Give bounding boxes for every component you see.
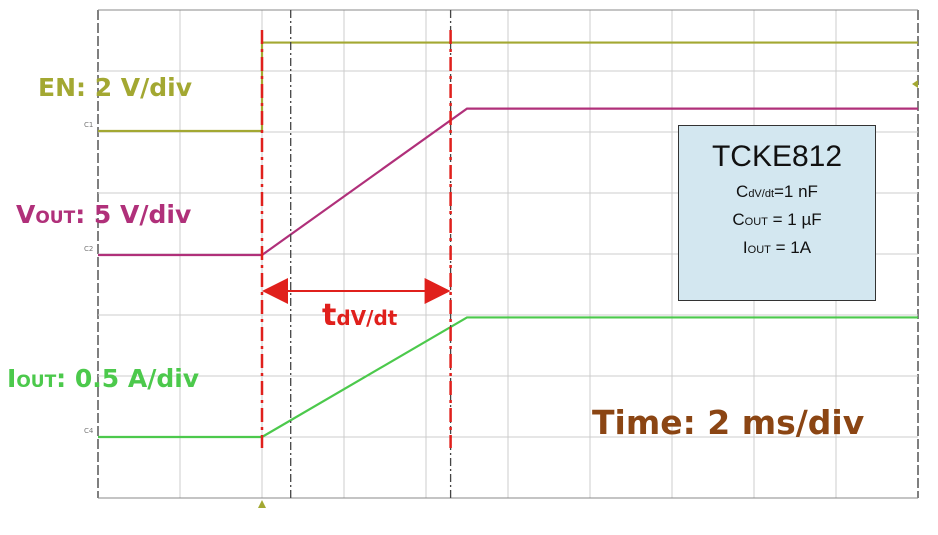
vout-label: VOUT: 5 V/div: [16, 200, 191, 229]
info-row-iout: IOUT = 1A: [679, 238, 875, 258]
en-label: EN: 2 V/div: [38, 73, 193, 102]
arrow-left-icon: [262, 278, 288, 304]
arrow-right-icon: [424, 278, 451, 304]
trigger-marker-icon: [258, 500, 266, 508]
vout-label-sub: OUT: [35, 208, 76, 228]
row-main: C: [736, 182, 749, 201]
iout-label-main: I: [7, 364, 17, 393]
info-row-cout: COUT = 1 µF: [679, 210, 875, 230]
vout-label-rest: : 5 V/div: [75, 200, 192, 229]
iout-label: IOUT: 0.5 A/div: [7, 364, 199, 393]
tdvdt-annotation: tdV/dt: [322, 298, 397, 333]
info-row-cdvdt: CdV/dt=1 nF: [679, 182, 875, 202]
channel-marker: C2: [84, 245, 93, 253]
channel-marker: C1: [84, 121, 93, 129]
row-rest: = 1A: [770, 238, 812, 257]
info-box: TCKE812 CdV/dt=1 nF COUT = 1 µF IOUT = 1…: [678, 125, 876, 301]
row-rest: =1 nF: [774, 182, 818, 201]
iout-label-sub: OUT: [16, 372, 57, 392]
row-sub: dV/dt: [748, 188, 774, 200]
vout-label-main: V: [16, 200, 36, 229]
markers: [258, 10, 918, 508]
row-rest: = 1 µF: [767, 210, 822, 229]
row-main: I: [742, 238, 748, 257]
trace-vout: [98, 107, 918, 257]
tdvdt-main: t: [322, 298, 337, 333]
trigger-level-icon: [912, 80, 918, 88]
channel-marker: C4: [84, 427, 94, 435]
iout-label-rest: : 0.5 A/div: [56, 364, 200, 393]
row-sub: OUT: [747, 244, 771, 256]
trace-iout: [98, 316, 918, 439]
time-scale-label: Time: 2 ms/div: [592, 403, 865, 442]
tdvdt-sub: dV/dt: [336, 306, 398, 330]
info-box-title: TCKE812: [711, 140, 843, 173]
row-sub: OUT: [744, 216, 768, 228]
row-main: C: [732, 210, 745, 229]
